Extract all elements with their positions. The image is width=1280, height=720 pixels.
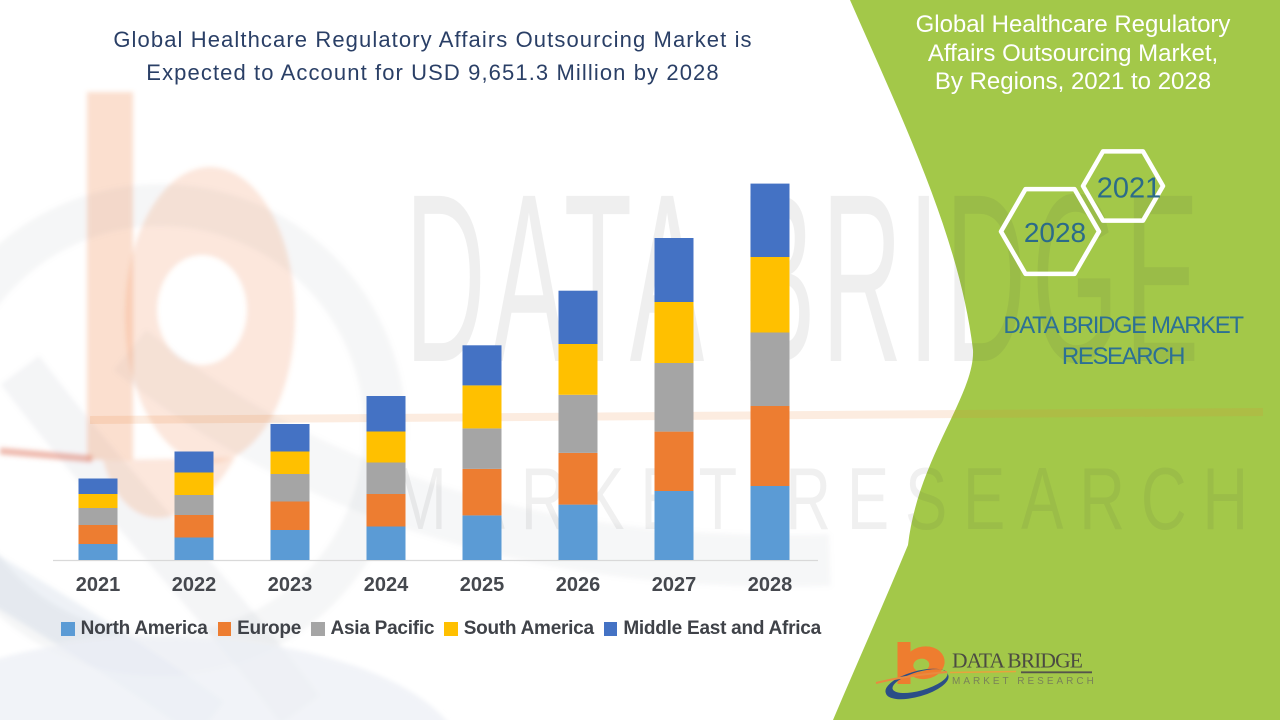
svg-text:MARKET RESEARCH: MARKET RESEARCH: [952, 676, 1097, 687]
svg-text:MARKET RESEARCH: MARKET RESEARCH: [394, 451, 1264, 549]
svg-text:DATA BRIDGE: DATA BRIDGE: [952, 649, 1083, 673]
svg-text:2028: 2028: [1024, 217, 1086, 248]
svg-text:2021: 2021: [1097, 173, 1162, 205]
